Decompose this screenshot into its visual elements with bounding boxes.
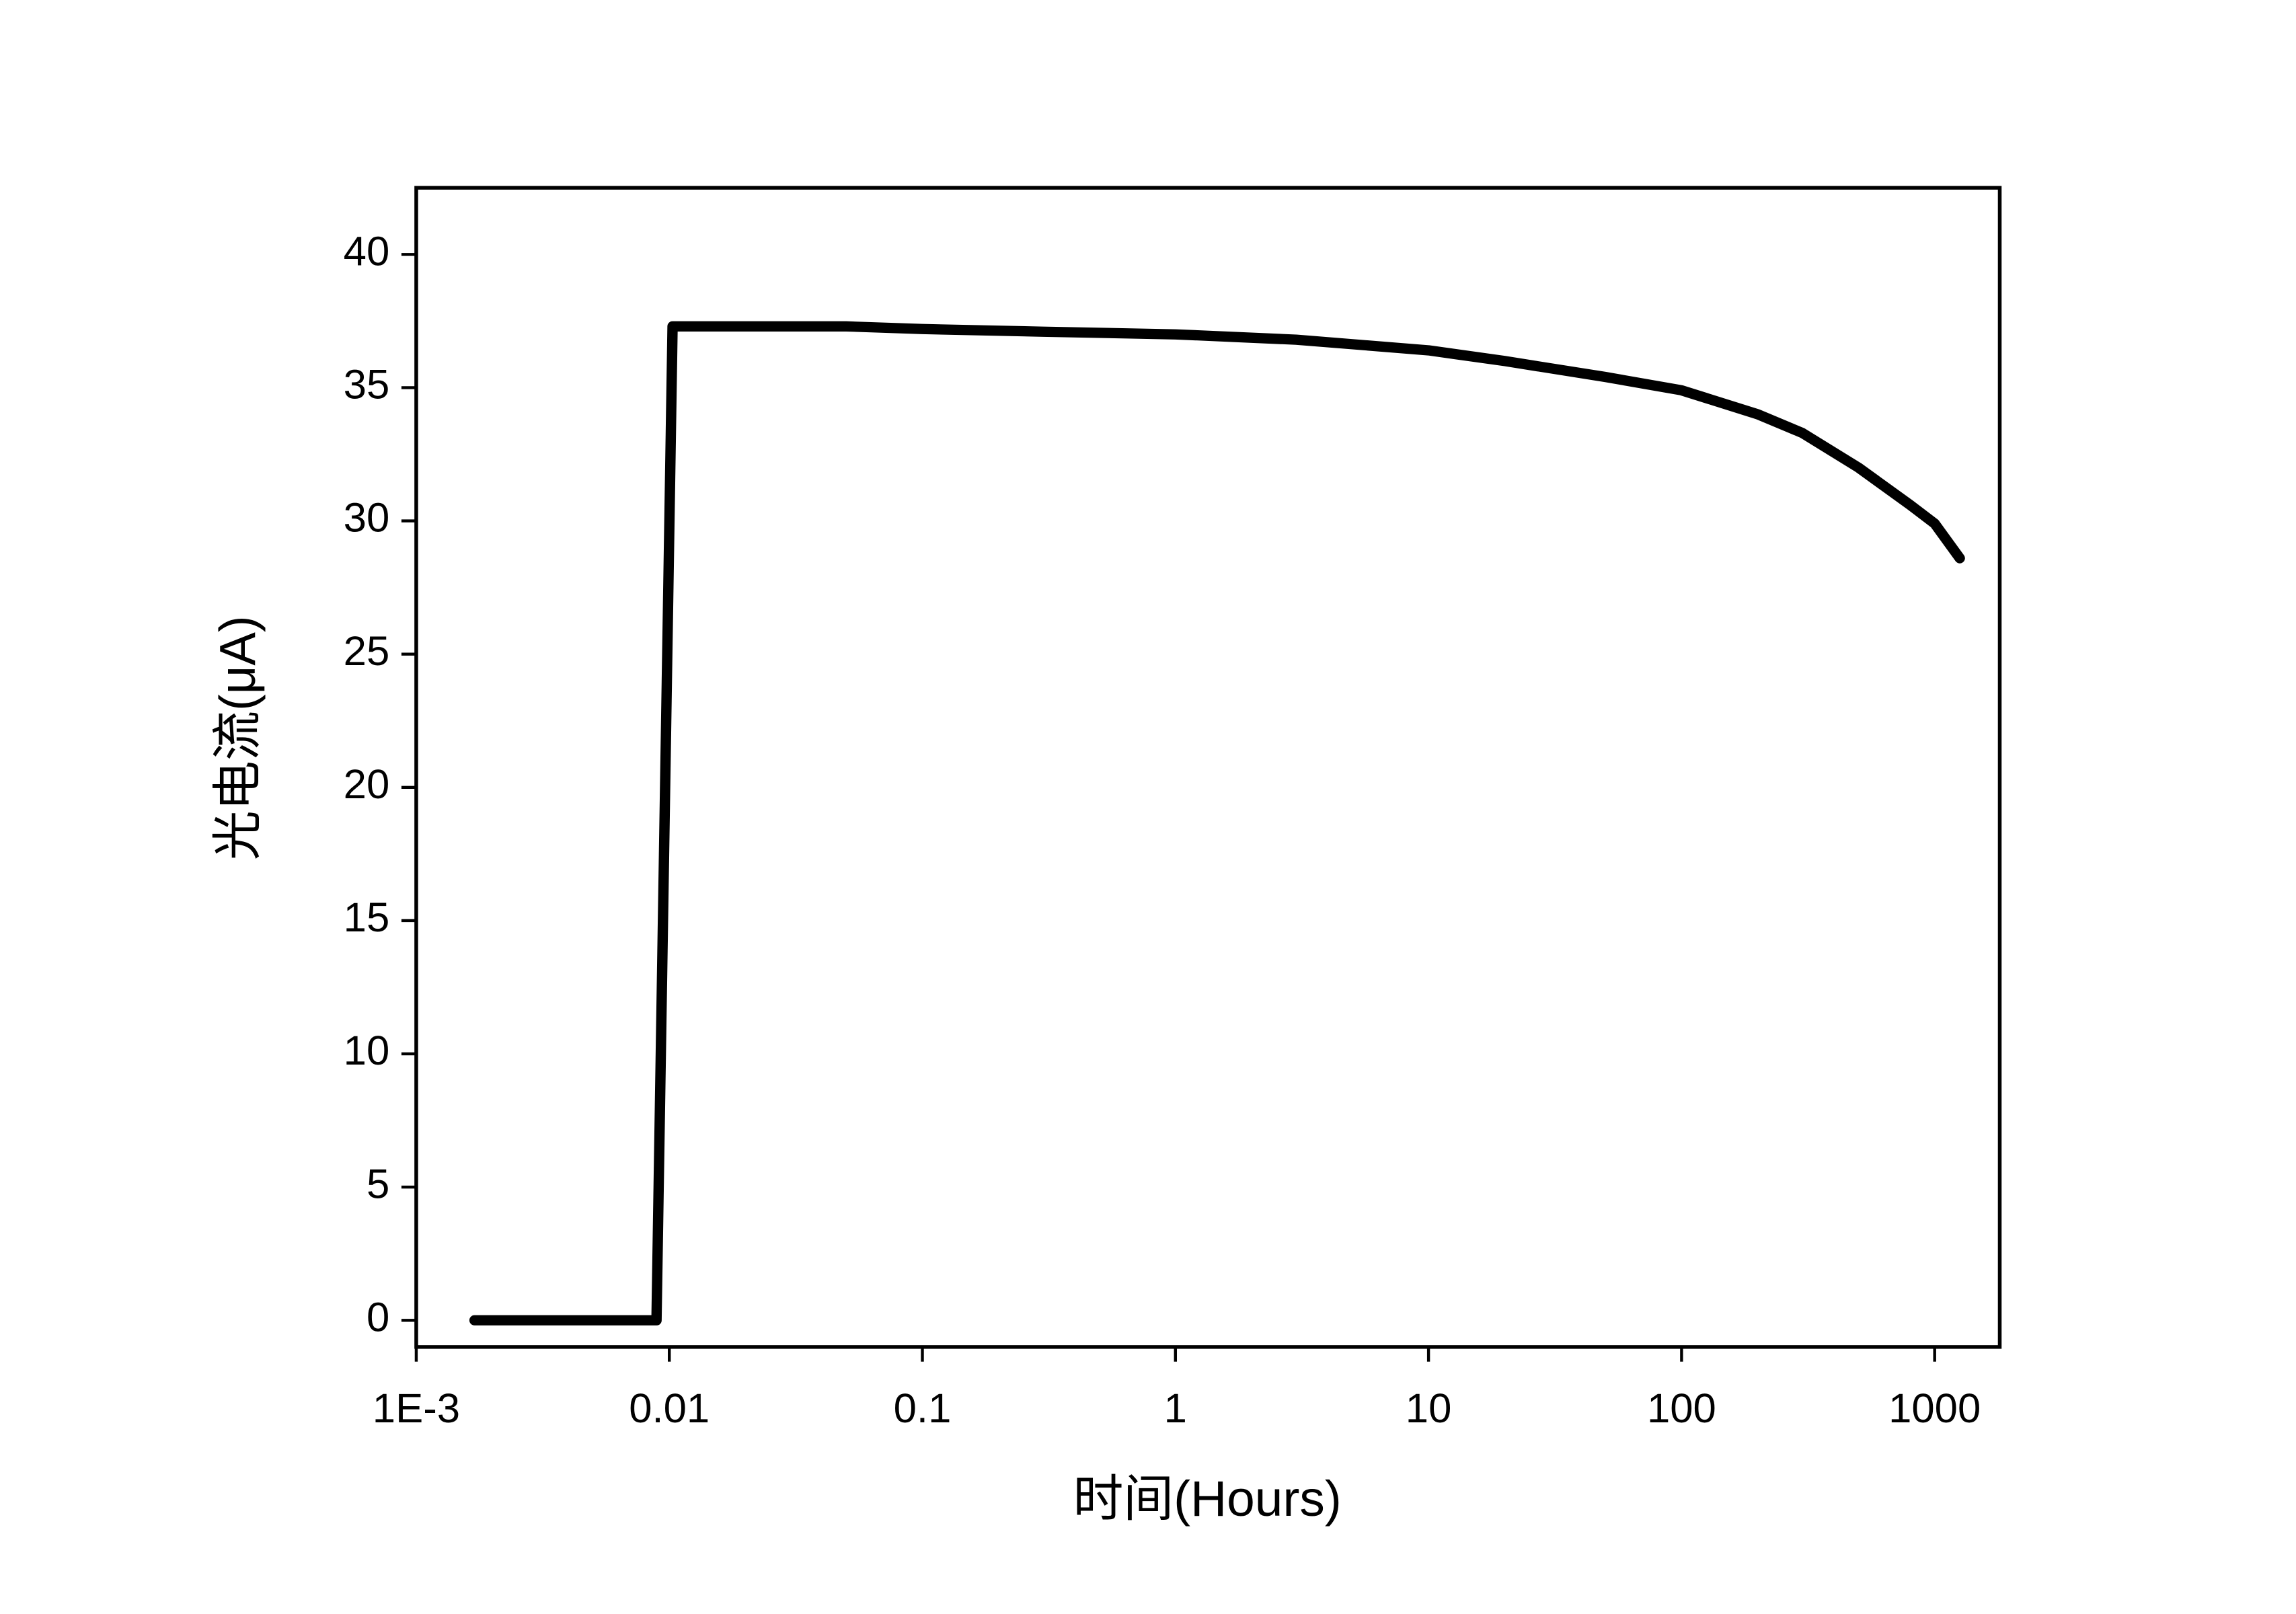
x-tick-label: 1000 bbox=[1888, 1385, 1981, 1432]
y-tick-label: 35 bbox=[344, 362, 390, 408]
x-tick-label: 1E-3 bbox=[373, 1385, 460, 1432]
data-line bbox=[469, 321, 1965, 1325]
y-axis-title: 光电流(μA) bbox=[209, 615, 265, 860]
y-tick-label: 25 bbox=[344, 628, 390, 675]
x-tick-label: 100 bbox=[1647, 1385, 1716, 1432]
y-tick-label: 40 bbox=[344, 229, 390, 275]
x-tick-label: 0.1 bbox=[894, 1385, 952, 1432]
x-tick-label: 1 bbox=[1164, 1385, 1187, 1432]
y-tick-label: 15 bbox=[344, 894, 390, 941]
y-tick-label: 0 bbox=[367, 1295, 389, 1341]
plot-frame bbox=[414, 186, 2002, 1349]
y-tick-label: 20 bbox=[344, 761, 390, 808]
x-tick-label: 0.01 bbox=[629, 1385, 710, 1432]
y-tick-label: 10 bbox=[344, 1028, 390, 1074]
x-tick-label: 10 bbox=[1406, 1385, 1452, 1432]
y-tick-label: 30 bbox=[344, 495, 390, 541]
y-tick-label: 5 bbox=[367, 1161, 389, 1208]
x-axis-title: 时间(Hours) bbox=[1073, 1471, 1341, 1527]
